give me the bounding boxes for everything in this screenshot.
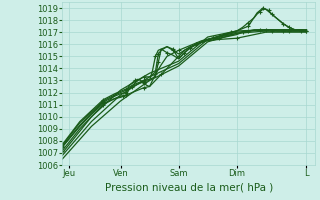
X-axis label: Pression niveau de la mer( hPa ): Pression niveau de la mer( hPa ): [105, 182, 273, 192]
